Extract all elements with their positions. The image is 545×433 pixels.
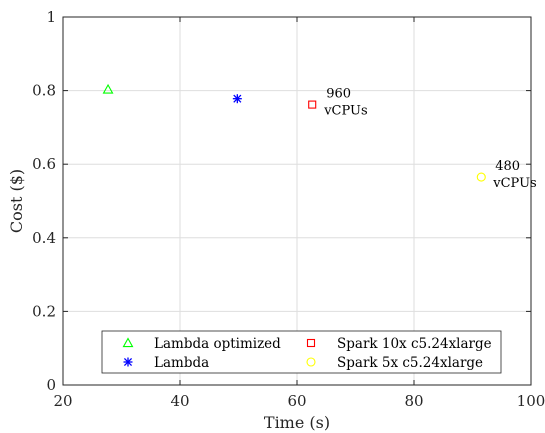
legend-label: Spark 5x c5.24xlarge [337, 355, 483, 371]
x-tick-labels: 20 40 60 80 100 [53, 392, 545, 410]
axis-ticks [62, 16, 532, 386]
annotations: 960 vCPUs 480 vCPUs [323, 87, 537, 191]
data-points [102, 83, 486, 182]
legend-marker-asterisk [123, 357, 133, 367]
data-point-triangle [102, 83, 114, 94]
y-tick-label: 0.8 [32, 82, 56, 100]
y-axis-label: Cost ($) [7, 169, 26, 233]
x-tick-label: 20 [53, 392, 72, 410]
legend-label: Spark 10x c5.24xlarge [337, 336, 492, 352]
annotation-line-2: vCPUs [323, 104, 367, 119]
x-tick-label: 60 [287, 392, 306, 410]
annotation-line-1: 960 [326, 87, 351, 102]
y-tick-label: 0.2 [32, 302, 56, 320]
asterisk-stroke [123, 357, 133, 367]
data-point-circle [476, 172, 486, 182]
annotation-line-2: vCPUs [492, 176, 536, 191]
data-point-square [308, 100, 317, 109]
y-tick-label: 0 [46, 376, 56, 394]
x-tick-label: 40 [170, 392, 189, 410]
y-tick-labels: 0 0.2 0.4 0.6 0.8 1 [32, 8, 56, 394]
asterisk-stroke [233, 94, 242, 103]
legend: Lambda optimized Lambda Spark 10x c5.24xla… [101, 330, 502, 374]
legend-label: Lambda [154, 355, 209, 371]
x-axis-label: Time (s) [264, 413, 330, 432]
grid-lines [63, 17, 531, 385]
legend-marker-square [306, 338, 316, 348]
y-tick-label: 0.4 [32, 229, 56, 247]
y-tick-label: 1 [46, 8, 56, 26]
legend-label: Lambda optimized [154, 336, 281, 352]
legend-box [101, 330, 502, 374]
x-tick-label: 100 [517, 392, 545, 410]
x-tick-label: 80 [404, 392, 423, 410]
y-tick-label: 0.6 [32, 155, 56, 173]
data-point-asterisk [232, 94, 242, 104]
legend-marker-circle [306, 357, 316, 367]
annotation-line-1: 480 [495, 159, 520, 174]
legend-marker-triangle [122, 337, 134, 348]
